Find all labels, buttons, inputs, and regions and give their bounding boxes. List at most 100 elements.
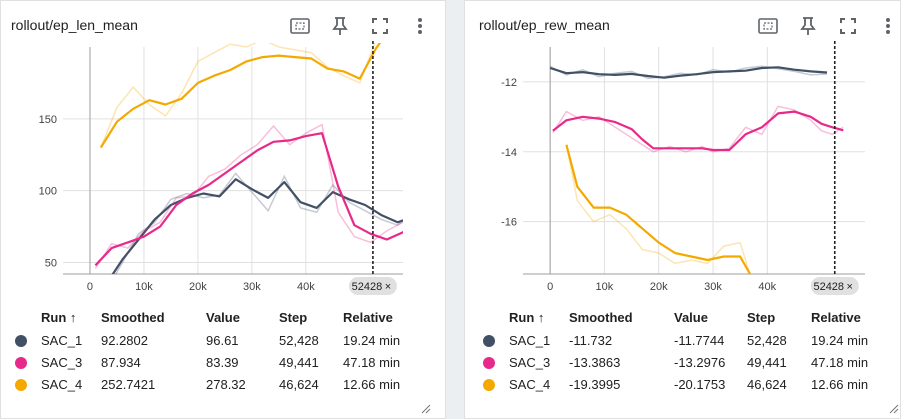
relative-value: 19.24 min [811,332,869,348]
series-raw-SAC_4 [565,144,751,274]
x-tick-label: 0 [87,281,93,293]
table-row: SAC_4 252.7421 278.32 46,624 12.66 min [15,373,423,395]
col-run-header[interactable]: Run ↑ [41,309,77,325]
col-step-header: Step [279,309,308,325]
run-color-dot [483,379,495,392]
step-badge [348,277,397,295]
x-tick-label: 20k [189,281,207,293]
col-step-header: Step [747,309,776,325]
series-raw-SAC_4 [100,43,376,148]
step-badge-close-icon[interactable]: × [385,281,391,293]
x-tick-label: 0 [547,281,553,293]
y-tick-label: -16 [501,217,517,229]
chart-card-ep-len-mean: rollout/ep_len_mean 50 100 150 0 10k 20k 30k 40… [0,0,446,419]
run-color-dot [15,335,27,348]
col-run-header[interactable]: Run ↑ [509,309,545,325]
fullscreen-button[interactable] [835,13,861,39]
pin-button[interactable] [327,13,353,39]
fullscreen-button[interactable] [367,13,393,39]
resize-handle-icon[interactable] [889,404,899,414]
fit-domain-icon [290,18,310,34]
smoothed-value: 92.2802 [101,332,148,348]
x-tick-label: 40k [758,281,776,293]
run-name: SAC_3 [41,354,83,370]
fit-domain-button[interactable] [755,13,781,39]
relative-value: 12.66 min [343,376,401,392]
more-options-button[interactable] [875,13,901,39]
smoothed-value: -11.732 [569,332,613,348]
x-tick-label: 20k [650,281,668,293]
more-vert-icon [418,18,422,34]
y-tick-label: 50 [45,258,57,270]
more-vert-icon [886,18,890,34]
relative-value: 12.66 min [811,376,869,392]
run-name: SAC_4 [509,376,551,392]
smoothed-value: 252.7421 [101,376,156,392]
run-name: SAC_4 [41,376,83,392]
fullscreen-icon [840,18,856,34]
smoothed-value: -13.3863 [569,354,621,370]
y-tick-label: 100 [39,186,57,198]
col-relative-header: Relative [343,309,393,325]
step-value: 49,441 [747,354,787,370]
series-group [549,65,844,274]
step-badge-label: 52428 [813,281,844,293]
series-raw-SAC_1 [115,172,403,274]
step-value: 46,624 [747,376,787,392]
line-chart-ep-rew-mean[interactable]: -12 -14 -16 0 10k 20k 30k 40k 52428 × [465,41,901,297]
raw-value: 96.61 [206,332,239,348]
step-badge [810,277,859,295]
run-color-dot [15,357,27,370]
raw-value: -20.1753 [674,376,726,392]
x-tick-label: 30k [243,281,261,293]
series-line-SAC_1 [549,66,828,79]
series-group [94,43,403,274]
step-badge-close-icon[interactable]: × [847,281,853,293]
pin-icon [800,17,816,35]
raw-value: 83.39 [206,354,239,370]
raw-value: -11.7744 [674,332,725,348]
series-line-SAC_4 [565,144,752,274]
chart-title: rollout/ep_rew_mean [479,17,610,33]
series-line-SAC_1 [111,178,403,274]
table-row: SAC_4 -19.3995 -20.1753 46,624 12.66 min [483,373,891,395]
table-row: SAC_3 87.934 83.39 49,441 47.18 min [15,351,423,373]
resize-handle-icon[interactable] [421,404,431,414]
col-value-header: Value [206,309,240,325]
runs-table: Run ↑ Smoothed Value Step Relative SAC_1… [15,305,423,395]
line-chart-ep-len-mean[interactable]: 50 100 150 0 10k 20k 30k 40k 52428 × [1,41,447,297]
run-color-dot [15,379,27,392]
run-name: SAC_1 [509,332,551,348]
smoothed-value: -19.3995 [569,376,621,392]
x-tick-label: 10k [135,281,153,293]
pin-button[interactable] [795,13,821,39]
series-line-SAC_3 [94,132,403,267]
step-value: 46,624 [279,376,319,392]
series-raw-SAC_3 [94,123,403,269]
y-tick-label: 150 [39,114,57,126]
fullscreen-icon [372,18,388,34]
pin-icon [332,17,348,35]
col-value-header: Value [674,309,708,325]
step-value: 52,428 [279,332,319,348]
table-row: SAC_3 -13.3863 -13.2976 49,441 47.18 min [483,351,891,373]
col-smoothed-header: Smoothed [569,309,633,325]
run-color-dot [483,335,495,348]
y-tick-label: -12 [501,77,517,89]
fit-domain-button[interactable] [287,13,313,39]
y-tick-label: -14 [501,147,517,159]
series-line-SAC_3 [552,110,844,152]
relative-value: 47.18 min [343,354,401,370]
chart-title: rollout/ep_len_mean [11,17,138,33]
smoothed-value: 87.934 [101,354,141,370]
fit-domain-icon [758,18,778,34]
step-value: 52,428 [747,332,787,348]
chart-card-ep-rew-mean: rollout/ep_rew_mean -12 -14 -16 0 10k 20k 30k 4… [464,0,901,419]
x-tick-label: 40k [297,281,315,293]
series-line-SAC_4 [99,43,382,149]
relative-value: 19.24 min [343,332,401,348]
raw-value: -13.2976 [674,354,726,370]
run-name: SAC_3 [509,354,551,370]
more-options-button[interactable] [407,13,433,39]
run-name: SAC_1 [41,332,83,348]
